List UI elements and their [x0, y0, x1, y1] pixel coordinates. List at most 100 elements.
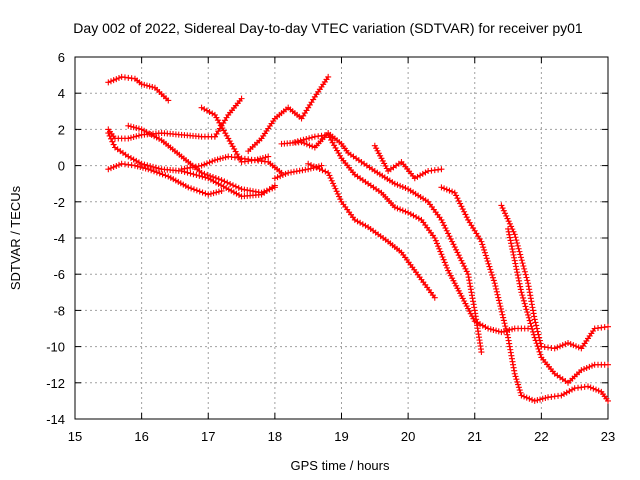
data-point — [439, 219, 446, 226]
data-point — [514, 378, 521, 385]
data-point — [105, 79, 112, 86]
data-point — [146, 83, 153, 90]
x-tick-label: 23 — [601, 429, 615, 444]
series-line — [294, 134, 529, 333]
data-point — [333, 188, 340, 195]
data-point — [468, 289, 475, 296]
data-point — [518, 392, 525, 399]
series-s13 — [291, 131, 532, 336]
data-point — [337, 196, 344, 203]
data-point — [455, 252, 462, 259]
data-point — [156, 170, 163, 177]
x-tick-label: 22 — [534, 429, 548, 444]
data-point — [133, 133, 140, 140]
data-point — [155, 165, 162, 172]
data-point — [511, 370, 518, 377]
data-point — [110, 141, 117, 148]
data-point — [517, 251, 524, 258]
data-point — [131, 162, 138, 169]
data-point — [204, 171, 211, 178]
data-point — [438, 184, 445, 191]
axis-ticks — [74, 56, 609, 420]
data-point — [570, 342, 577, 349]
data-point — [217, 155, 224, 162]
data-point — [258, 189, 265, 196]
data-point — [537, 396, 544, 403]
x-tick-label: 17 — [201, 429, 215, 444]
data-point — [300, 136, 307, 143]
data-point — [506, 234, 513, 241]
data-point — [422, 169, 429, 176]
data-point — [503, 328, 510, 335]
data-point — [495, 297, 502, 304]
data-point — [222, 154, 229, 161]
data-point — [520, 263, 527, 270]
y-tick-label: -8 — [53, 303, 65, 318]
series-s15 — [438, 184, 611, 404]
data-point — [144, 162, 151, 169]
data-point — [218, 187, 225, 194]
data-point — [493, 285, 500, 292]
data-point — [508, 223, 515, 230]
data-point — [325, 169, 332, 176]
data-point — [569, 386, 576, 393]
data-point — [587, 384, 594, 391]
data-point — [498, 308, 505, 315]
data-point — [215, 188, 222, 195]
data-point — [431, 294, 438, 301]
data-point — [316, 165, 323, 172]
data-point — [133, 124, 140, 131]
data-point — [134, 163, 141, 170]
data-point — [498, 329, 505, 336]
data-point — [135, 125, 142, 132]
data-point — [148, 167, 155, 174]
y-tick-label: -10 — [46, 340, 65, 355]
data-point — [525, 311, 532, 318]
data-point — [511, 367, 518, 374]
data-point — [201, 106, 208, 113]
data-point — [397, 206, 404, 213]
data-point — [505, 228, 512, 235]
data-point — [531, 397, 538, 404]
data-point — [465, 271, 472, 278]
data-point — [490, 326, 497, 333]
data-point — [525, 283, 532, 290]
data-point — [127, 123, 134, 130]
data-point — [141, 161, 148, 168]
data-point — [500, 314, 507, 321]
data-point — [330, 180, 337, 187]
data-point — [501, 320, 508, 327]
series-s1 — [105, 73, 172, 104]
x-tick-label: 19 — [334, 429, 348, 444]
data-point — [523, 394, 530, 401]
data-point — [536, 348, 543, 355]
data-point — [446, 187, 453, 194]
data-point — [498, 202, 505, 209]
data-point — [551, 345, 558, 352]
data-point — [210, 190, 217, 197]
data-point — [417, 172, 424, 179]
data-point — [449, 238, 456, 245]
data-point — [215, 176, 222, 183]
data-point — [327, 175, 334, 182]
data-point — [138, 160, 145, 167]
data-series — [105, 73, 611, 404]
data-point — [225, 186, 232, 193]
data-point — [486, 263, 493, 270]
data-point — [201, 161, 208, 168]
data-point — [142, 165, 149, 172]
data-point — [453, 246, 460, 253]
data-point — [542, 395, 549, 402]
data-point — [359, 221, 366, 228]
data-point — [438, 251, 445, 258]
x-tick-label: 21 — [468, 429, 482, 444]
data-point — [433, 240, 440, 247]
data-point — [534, 343, 541, 350]
data-point — [515, 277, 522, 284]
data-point — [236, 191, 242, 198]
data-point — [459, 260, 466, 267]
data-point — [185, 184, 192, 191]
data-point — [487, 266, 494, 273]
data-point — [481, 246, 488, 253]
data-point — [525, 325, 532, 332]
